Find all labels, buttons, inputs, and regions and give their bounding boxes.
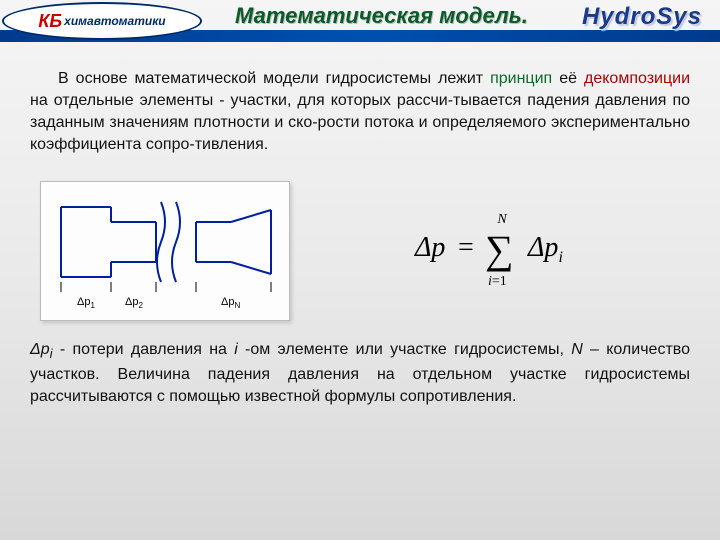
p1-t2: принцип xyxy=(490,70,552,87)
logo-rest: химавтоматики xyxy=(64,14,165,28)
paragraph-1: В основе математической модели гидросист… xyxy=(30,68,690,156)
logo-kb: КБ xyxy=(38,11,62,32)
p2-t4: -ом элементе или участке гидросистемы, xyxy=(238,341,571,358)
slide-title: Математическая модель. xyxy=(235,3,528,29)
equation-svg: Δp = N ∑ i=1 Δpi xyxy=(410,211,610,291)
diag-lbl-p1: Δp1 xyxy=(77,296,95,310)
eq-sigma: ∑ xyxy=(485,227,514,272)
decomposition-diagram: Δp1 Δp2 ΔpN xyxy=(40,181,290,321)
p2-dp: Δpi xyxy=(30,341,53,358)
logo-oval: КБ химавтоматики xyxy=(2,2,202,40)
eq-equals: = xyxy=(458,232,474,263)
eq-dpi: Δpi xyxy=(527,232,563,266)
eq-dp: Δp xyxy=(414,232,445,263)
diag-lbl-pN: ΔpN xyxy=(221,296,240,310)
diagram-svg: Δp1 Δp2 ΔpN xyxy=(41,182,291,322)
paragraph-2: Δpi - потери давления на i -ом элементе … xyxy=(30,339,690,408)
p2-t2: - потери давления на xyxy=(53,341,235,358)
p1-t1: В основе математической модели гидросист… xyxy=(58,70,490,87)
slide-header: КБ химавтоматики Математическая модель. … xyxy=(0,0,720,48)
p1-t3: её xyxy=(552,70,584,87)
content-area: В основе математической модели гидросист… xyxy=(0,48,720,408)
eq-upper: N xyxy=(496,212,507,227)
diag-lbl-p2: Δp2 xyxy=(125,296,143,310)
p2-N: N xyxy=(571,341,583,358)
eq-lower: i=1 xyxy=(488,274,507,289)
p1-t5: на отдельные элементы - участки, для кот… xyxy=(30,92,690,153)
p1-t4: декомпозиции xyxy=(584,70,690,87)
middle-row: Δp1 Δp2 ΔpN Δp = N ∑ xyxy=(30,181,690,321)
equation-block: Δp = N ∑ i=1 Δpi xyxy=(330,211,690,291)
brand-label: HydroSys xyxy=(582,3,702,31)
